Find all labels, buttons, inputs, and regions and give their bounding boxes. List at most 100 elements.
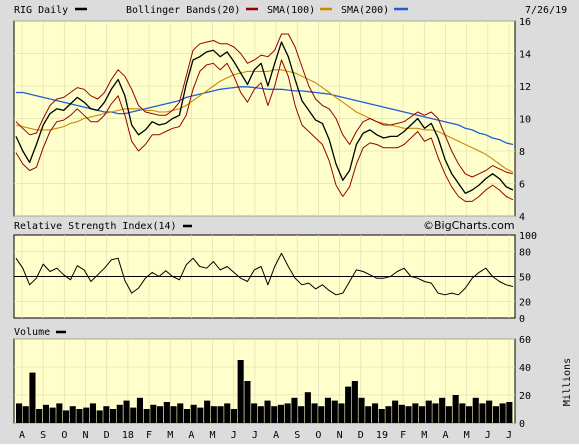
x-tick-label: M: [167, 430, 173, 441]
volume-bar: [190, 404, 197, 423]
volume-bar: [338, 403, 345, 423]
volume-bar: [345, 386, 352, 423]
volume-bar: [425, 400, 432, 423]
volume-bar: [116, 404, 123, 423]
x-tick-label: A: [19, 430, 25, 441]
price-y-tick: 4: [519, 212, 525, 223]
volume-bar: [479, 403, 486, 423]
volume-bar: [29, 372, 36, 423]
volume-bar: [331, 400, 338, 423]
volume-bar: [318, 406, 325, 423]
volume-bar: [22, 406, 29, 423]
volume-bar: [103, 406, 110, 423]
volume-bar: [237, 360, 244, 423]
volume-bar: [251, 403, 258, 423]
volume-y-tick: 60: [519, 335, 531, 346]
watermark: ©BigCharts.com: [423, 219, 515, 232]
x-tick-label: 19: [376, 430, 388, 441]
bollinger-upper-line: [15, 33, 514, 178]
volume-bar: [177, 403, 184, 423]
price-y-tick: 8: [519, 147, 525, 158]
price-y-tick: 16: [519, 17, 531, 28]
volume-bar: [244, 381, 251, 423]
sma100-line: [15, 69, 514, 173]
volume-bar: [56, 403, 63, 423]
volume-bar: [298, 406, 305, 423]
volume-bar: [432, 403, 439, 423]
x-tick-label: N: [83, 430, 89, 441]
rsi-y-tick: 50: [519, 273, 531, 284]
rsi-line: [15, 252, 514, 296]
volume-bar: [150, 404, 157, 423]
volume-bar: [16, 403, 23, 423]
x-tick-label: D: [104, 430, 110, 441]
volume-bar: [486, 400, 493, 423]
price-y-tick: 14: [519, 50, 531, 61]
chart-layers: A S O N D 18 F M A M J J A S O N D 19 F M A M J J 4 6 8 10 12 14 16 0 20…: [14, 17, 537, 441]
volume-bar: [163, 402, 170, 423]
volume-bar: [466, 406, 473, 423]
volume-bar: [217, 406, 224, 423]
volume-bar: [419, 406, 426, 423]
volume-bar: [277, 404, 284, 423]
volume-bar: [324, 397, 331, 423]
rsi-y-tick: 100: [519, 231, 537, 242]
x-tick-label: F: [400, 430, 406, 441]
volume-bar: [42, 404, 49, 423]
volume-bar: [412, 403, 419, 423]
volume-bar: [264, 400, 271, 423]
volume-bar: [405, 406, 412, 423]
volume-bar: [378, 409, 385, 423]
volume-bar: [311, 403, 318, 423]
volume-bar: [130, 407, 137, 423]
x-tick-label: A: [188, 430, 194, 441]
volume-bar: [69, 406, 76, 423]
x-tick-label: S: [40, 430, 46, 441]
sma200-line: [16, 86, 514, 146]
volume-bar: [49, 407, 56, 423]
x-tick-label: J: [252, 430, 258, 441]
volume-bar: [351, 381, 358, 423]
volume-bar: [183, 409, 190, 423]
x-tick-label: S: [294, 430, 300, 441]
x-tick-label: M: [421, 430, 427, 441]
volume-bar: [89, 403, 96, 423]
volume-bar: [123, 400, 130, 423]
volume-bar: [224, 403, 231, 423]
volume-bar: [143, 409, 150, 423]
volume-bar: [96, 410, 103, 423]
volume-bar: [257, 406, 264, 423]
rsi-y-tick: 20: [519, 297, 531, 308]
volume-bar: [472, 397, 479, 423]
x-tick-label: J: [485, 430, 491, 441]
volume-y-tick: 40: [519, 363, 531, 374]
volume-bar: [398, 404, 405, 423]
volume-bar: [392, 400, 399, 423]
x-tick-label: A: [273, 430, 279, 441]
volume-y-tick: 20: [519, 391, 531, 402]
volume-bar: [459, 403, 466, 423]
volume-bar: [197, 407, 204, 423]
volume-bar: [291, 397, 298, 423]
volume-bar: [304, 392, 311, 423]
rsi-y-tick: 0: [519, 314, 525, 325]
volume-title: Volume: [14, 327, 50, 338]
chart-date: 7/26/19: [525, 5, 567, 16]
volume-bar: [271, 406, 278, 423]
volume-bar: [36, 409, 43, 423]
bollinger-lower-line: [15, 59, 514, 202]
x-tick-label: O: [61, 430, 67, 441]
volume-bar: [499, 403, 506, 423]
volume-bar: [506, 402, 513, 423]
sma200-label: SMA(200): [341, 5, 389, 16]
x-tick-label: F: [146, 430, 152, 441]
x-tick-label: D: [358, 430, 364, 441]
volume-bar: [136, 397, 143, 423]
volume-bar: [492, 406, 499, 423]
volume-bar: [385, 406, 392, 423]
volume-bar: [63, 410, 70, 423]
volume-bar: [452, 395, 459, 423]
volume-bar: [204, 400, 211, 423]
